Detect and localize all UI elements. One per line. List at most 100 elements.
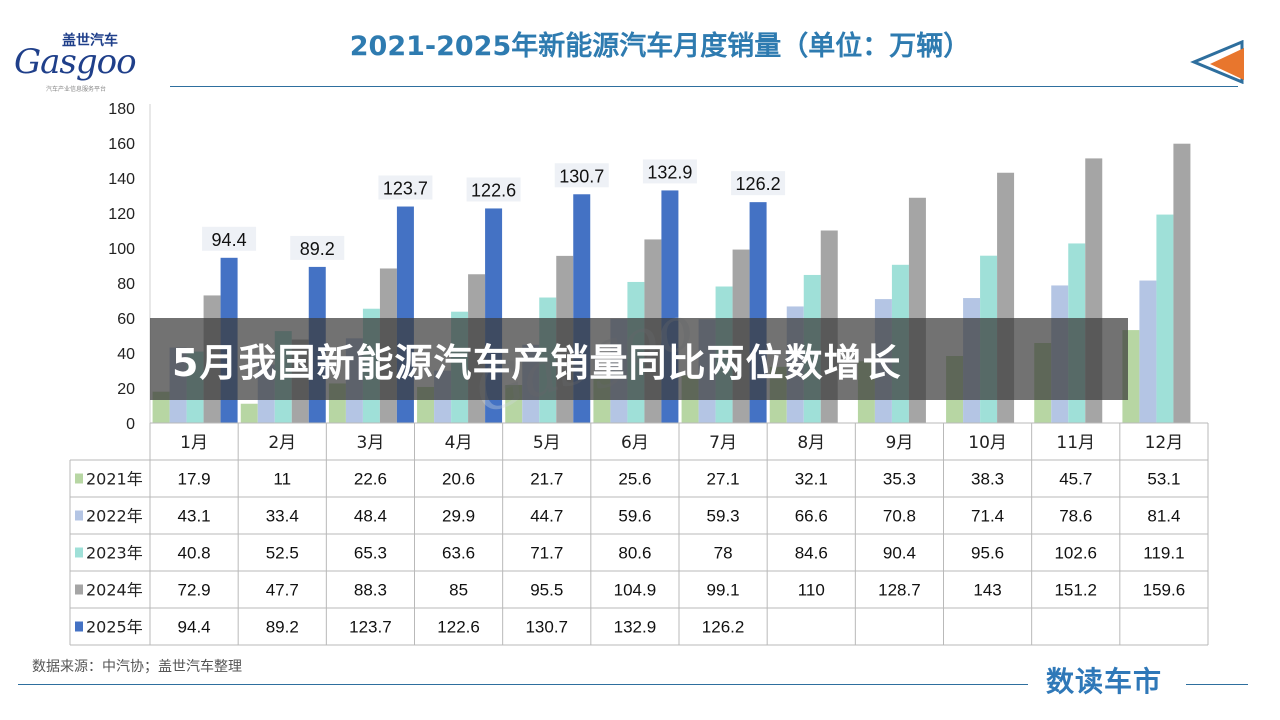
y-tick-label: 40: [117, 346, 135, 363]
y-tick-label: 0: [126, 416, 135, 433]
y-tick-label: 160: [108, 136, 135, 153]
back-arrow-icon[interactable]: [1190, 40, 1246, 84]
table-cell: 85: [449, 581, 468, 600]
x-tick-label: 3月: [357, 433, 385, 453]
gasgoo-logo: 盖世汽车 Gasgoo 汽车产业信息服务平台: [6, 28, 166, 93]
data-label: 89.2: [300, 239, 335, 259]
table-cell: 38.3: [971, 470, 1004, 489]
data-label: 130.7: [559, 166, 604, 186]
chart-title: 2021-2025年新能源汽车月度销量（单位：万辆）: [349, 31, 971, 62]
legend-swatch-2025年: [75, 621, 83, 632]
x-tick-label: 9月: [886, 433, 914, 453]
table-cell: 53.1: [1147, 470, 1180, 489]
data-label-bg: [554, 163, 609, 188]
table-cell: 119.1: [1143, 544, 1184, 563]
top-divider: [170, 86, 1238, 87]
table-cell: 45.7: [1059, 470, 1092, 489]
bar-2024年-12月: [1173, 143, 1191, 423]
legend-label: 2021年: [86, 470, 143, 489]
table-cell: 122.6: [437, 618, 480, 637]
legend-label: 2025年: [86, 618, 143, 637]
data-label: 122.6: [471, 180, 516, 200]
logo-cn-text: 盖世汽车: [62, 33, 118, 49]
table-cell: 25.6: [618, 470, 651, 489]
table-cell: 65.3: [354, 544, 387, 563]
x-tick-label: 2月: [268, 433, 296, 453]
legend-swatch-2023年: [75, 547, 83, 558]
y-tick-label: 20: [117, 381, 135, 398]
legend-label: 2022年: [86, 507, 143, 526]
x-tick-label: 5月: [533, 433, 561, 453]
headline-overlay: [150, 318, 1128, 400]
table-cell: 43.1: [178, 507, 211, 526]
legend-label: 2023年: [86, 544, 143, 563]
table-cell: 81.4: [1147, 507, 1180, 526]
table-cell: 143: [973, 581, 1001, 600]
y-tick-label: 100: [108, 241, 135, 258]
data-label: 94.4: [212, 230, 247, 250]
headline-text: 5月我国新能源汽车产销量同比两位数增长: [172, 341, 902, 385]
table-cell: 123.7: [349, 618, 392, 637]
logo-sub-text: 汽车产业信息服务平台: [46, 86, 107, 93]
table-cell: 29.9: [442, 507, 475, 526]
x-tick-label: 12月: [1145, 433, 1184, 453]
table-cell: 47.7: [266, 581, 299, 600]
x-tick-label: 10月: [968, 433, 1007, 453]
table-cell: 78.6: [1059, 507, 1092, 526]
table-cell: 59.6: [618, 507, 651, 526]
table-cell: 90.4: [883, 544, 916, 563]
table-cell: 102.6: [1054, 544, 1097, 563]
table-cell: 110: [798, 581, 825, 600]
bar-2023年-12月: [1156, 214, 1174, 423]
table-cell: 59.3: [707, 507, 740, 526]
data-label-bg: [466, 177, 521, 202]
table-cell: 32.1: [795, 470, 828, 489]
y-tick-label: 120: [108, 206, 135, 223]
table-cell: 22.6: [354, 470, 387, 489]
data-label-bg: [202, 226, 257, 251]
bottom-divider-left: [18, 684, 1028, 685]
table-cell: 71.4: [971, 507, 1004, 526]
y-tick-label: 80: [117, 276, 135, 293]
x-tick-label: 6月: [621, 433, 649, 453]
table-cell: 89.2: [266, 618, 299, 637]
table-cell: 78: [714, 544, 733, 563]
data-label-bg: [378, 175, 433, 200]
legend-swatch-2022年: [75, 510, 83, 521]
data-label: 123.7: [383, 179, 428, 199]
data-label-bg: [731, 171, 786, 196]
table-cell: 44.7: [530, 507, 563, 526]
x-tick-label: 8月: [797, 433, 825, 453]
table-cell: 63.6: [442, 544, 475, 563]
table-cell: 66.6: [795, 507, 828, 526]
data-label-bg: [642, 159, 697, 184]
table-cell: 95.6: [971, 544, 1004, 563]
source-note: 数据来源：中汽协；盖世汽车整理: [32, 659, 242, 675]
x-tick-label: 7月: [709, 433, 737, 453]
table-cell: 126.2: [702, 618, 745, 637]
y-tick-label: 60: [117, 311, 135, 328]
table-cell: 130.7: [525, 618, 568, 637]
bar-2021年-2月: [240, 403, 258, 423]
table-cell: 128.7: [878, 581, 921, 600]
table-cell: 84.6: [795, 544, 828, 563]
x-tick-label: 11月: [1056, 433, 1095, 453]
table-cell: 104.9: [614, 581, 657, 600]
y-tick-label: 180: [108, 101, 135, 118]
legend-label: 2024年: [86, 581, 143, 600]
table-cell: 99.1: [707, 581, 740, 600]
table-cell: 95.5: [530, 581, 563, 600]
legend-swatch-2024年: [75, 584, 83, 595]
brand-text: 数读车市: [1046, 665, 1163, 698]
y-tick-label: 140: [108, 171, 135, 188]
table-cell: 72.9: [178, 581, 211, 600]
table-cell: 48.4: [354, 507, 387, 526]
table-cell: 35.3: [883, 470, 916, 489]
data-label: 132.9: [647, 162, 692, 182]
table-cell: 88.3: [354, 581, 387, 600]
table-cell: 21.7: [530, 470, 563, 489]
table-cell: 71.7: [530, 544, 563, 563]
table-cell: 70.8: [883, 507, 916, 526]
x-tick-label: 4月: [445, 433, 473, 453]
table-cell: 132.9: [614, 618, 657, 637]
